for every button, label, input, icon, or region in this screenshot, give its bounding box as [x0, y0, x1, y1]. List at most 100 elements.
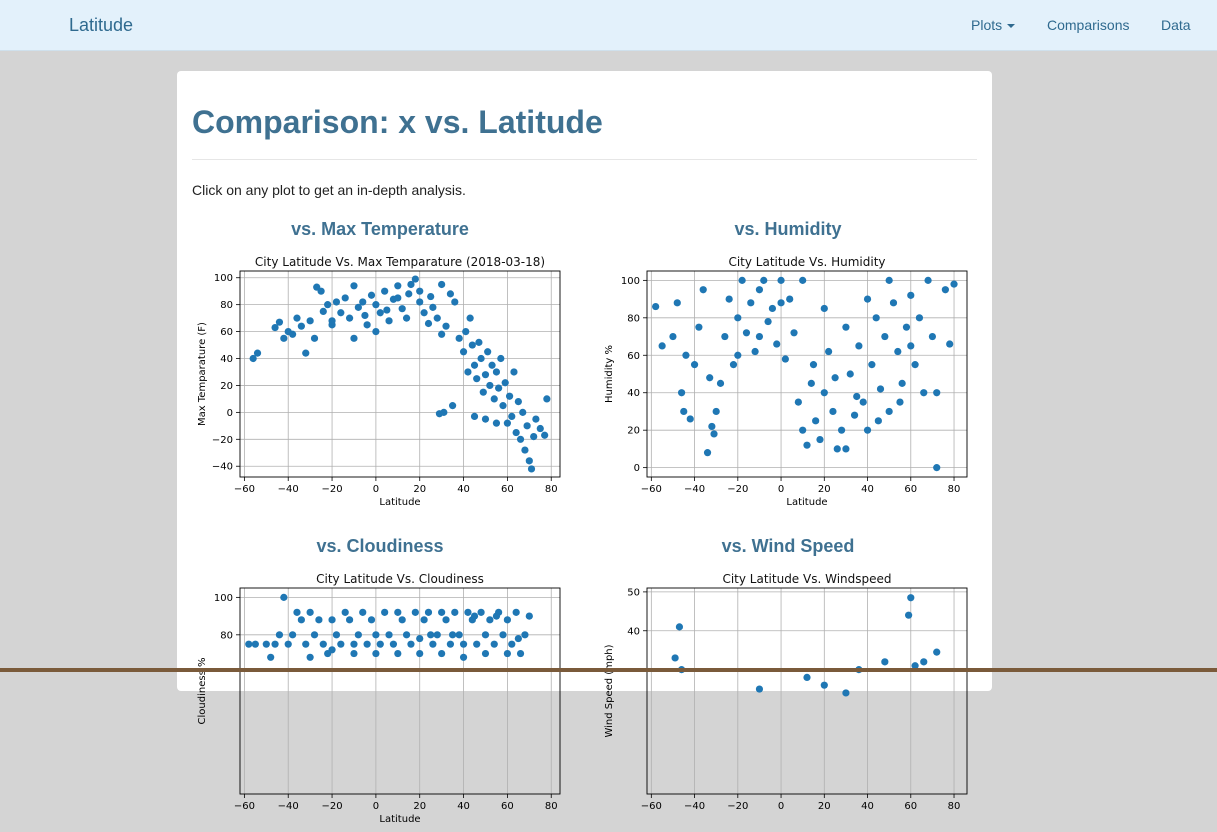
data-point	[302, 349, 310, 357]
data-point	[459, 348, 468, 356]
data-point	[424, 608, 433, 616]
data-point	[275, 631, 284, 639]
data-point	[853, 392, 861, 401]
data-point	[350, 334, 358, 342]
data-point	[376, 640, 384, 648]
data-point	[337, 309, 345, 317]
data-point	[907, 342, 915, 350]
nav-data-link[interactable]: Data	[1161, 17, 1191, 33]
nav-comparisons-link[interactable]: Comparisons	[1047, 17, 1130, 33]
y-tick-label: 40	[627, 626, 640, 637]
data-point	[324, 301, 332, 309]
data-point	[372, 649, 380, 658]
x-tick-label: 40	[457, 484, 470, 495]
x-tick-label: 80	[545, 801, 558, 812]
data-point	[512, 608, 520, 616]
data-point	[768, 304, 777, 313]
data-point	[477, 608, 485, 616]
data-point	[407, 280, 415, 289]
x-tick-label: −20	[727, 484, 748, 495]
data-point	[398, 616, 406, 624]
data-point	[501, 379, 509, 387]
x-axis-label: Latitude	[786, 497, 827, 508]
chart-title: City Latitude Vs. Windspeed	[722, 572, 891, 586]
data-point	[427, 292, 435, 301]
data-point	[429, 640, 437, 648]
data-point	[490, 395, 498, 403]
plot-max-temperature[interactable]: City Latitude Vs. Max Temparature (2018-…	[195, 253, 570, 515]
data-point	[495, 384, 503, 392]
data-point	[833, 445, 841, 453]
y-tick-label: 40	[627, 388, 640, 399]
plot-humidity[interactable]: City Latitude Vs. Humidity −60 −40 −20 0 20 40…	[602, 253, 977, 515]
y-tick-label: 20	[627, 426, 640, 437]
x-tick-label: 80	[948, 801, 961, 812]
y-tick-label: 100	[214, 273, 233, 284]
data-point	[486, 616, 494, 624]
plots-dropdown[interactable]: Plots	[971, 17, 1016, 33]
heading-max-temperature[interactable]: vs. Max Temperature	[291, 219, 469, 239]
y-tick-label: 100	[621, 276, 640, 287]
data-point	[521, 446, 529, 454]
plot-wind-speed[interactable]: City Latitude Vs. Windspeed −60 −40 −20 0 20 4…	[602, 570, 977, 832]
data-point	[245, 640, 253, 648]
navbar: Latitude Plots Comparisons Data	[0, 0, 1217, 51]
data-point	[699, 286, 707, 294]
heading-cloudiness[interactable]: vs. Cloudiness	[316, 536, 444, 556]
data-point	[725, 295, 733, 303]
data-point	[760, 276, 768, 284]
data-point	[367, 616, 376, 624]
data-point	[488, 361, 496, 369]
x-tick-label: 40	[457, 801, 470, 812]
data-point	[433, 631, 441, 639]
data-point	[383, 306, 391, 314]
plot-cloudiness[interactable]: City Latitude Vs. Cloudiness −60 −40 −20 0 20…	[195, 570, 570, 832]
brand-link[interactable]: Latitude	[69, 15, 134, 35]
data-point	[385, 317, 393, 325]
heading-humidity[interactable]: vs. Humidity	[734, 219, 842, 239]
heading-wind-speed[interactable]: vs. Wind Speed	[721, 536, 855, 556]
data-point	[394, 294, 402, 302]
content-panel: Comparison: x vs. Latitude Click on any …	[177, 71, 992, 825]
data-point	[271, 323, 279, 332]
caret-down-icon	[1007, 24, 1016, 29]
data-point	[516, 435, 525, 443]
data-point	[898, 379, 906, 387]
data-point	[420, 309, 428, 317]
data-point	[514, 634, 522, 643]
data-point	[773, 340, 781, 348]
data-point	[831, 374, 839, 382]
data-point	[825, 347, 833, 356]
x-tick-label: −20	[322, 801, 343, 812]
data-point	[446, 290, 455, 298]
data-point	[812, 417, 820, 425]
data-point	[492, 368, 501, 376]
data-point	[512, 428, 520, 437]
data-point	[306, 653, 314, 661]
data-point	[481, 649, 490, 658]
data-point	[462, 327, 470, 336]
data-point	[328, 616, 336, 624]
data-point	[389, 640, 398, 648]
data-point	[734, 351, 742, 359]
data-point	[764, 317, 772, 326]
data-point	[341, 294, 349, 302]
data-point	[820, 389, 828, 397]
data-point	[319, 640, 327, 648]
y-axis-label: Max Temparature (F)	[197, 322, 208, 426]
data-point	[894, 347, 902, 356]
x-tick-label: 60	[904, 484, 917, 495]
data-point	[289, 631, 297, 639]
data-point	[477, 354, 485, 363]
plot-frame	[646, 587, 968, 795]
data-point	[755, 286, 764, 294]
data-point	[874, 417, 882, 425]
data-point	[673, 299, 681, 307]
divider	[192, 159, 977, 160]
data-point	[376, 309, 384, 317]
data-point	[394, 608, 402, 616]
data-point	[521, 631, 529, 639]
data-point	[354, 631, 362, 639]
data-point	[911, 662, 919, 670]
data-point	[459, 653, 468, 661]
